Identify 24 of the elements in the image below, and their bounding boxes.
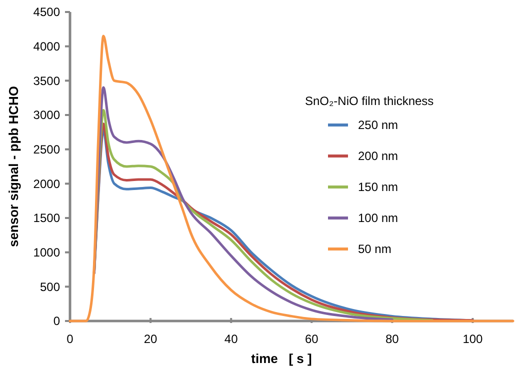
y-tick-label: 500: [40, 280, 60, 294]
legend-label: 100 nm: [358, 211, 398, 226]
y-tick-label: 1000: [33, 246, 60, 260]
y-tick-label: 4000: [33, 40, 60, 54]
x-axis-title: time [ s ]: [251, 351, 312, 366]
y-tick-label: 2500: [33, 142, 60, 157]
legend-label: 200 nm: [358, 149, 398, 164]
x-tick-label: 40: [224, 332, 238, 346]
x-tick-label: 60: [304, 332, 319, 346]
y-tick-label: 4500: [33, 5, 60, 20]
y-tick-label: 3000: [33, 108, 60, 122]
x-tick-label: 0: [66, 332, 74, 346]
legend-title: SnO₂-NiO film thickness: [305, 94, 434, 108]
y-tick-label: 3500: [33, 74, 60, 88]
y-tick-label: 1500: [33, 211, 60, 226]
x-tick-label: 100: [462, 332, 484, 346]
legend-label: 150 nm: [358, 180, 398, 194]
legend-label: 250 nm: [358, 118, 398, 132]
x-tick-label: 20: [144, 332, 158, 346]
y-tick-label: 0: [53, 314, 60, 328]
legend-label: 50 nm: [358, 242, 392, 256]
x-tick-label: 80: [386, 332, 400, 346]
y-axis-title: sensor signal - ppb HCHO: [6, 86, 21, 248]
y-tick-label: 2000: [33, 176, 60, 191]
